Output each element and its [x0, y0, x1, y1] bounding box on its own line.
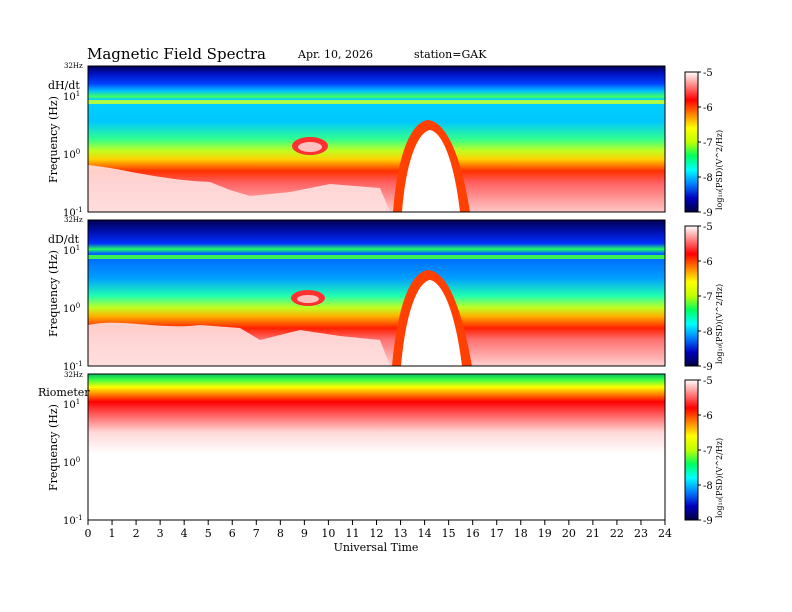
ytick-dddt-0.1: 10-1	[63, 360, 83, 373]
colorbars: -5-6-7-8-9log₁₀(PSD)(V^2/Hz)-5-6-7-8-9lo…	[684, 68, 724, 527]
xtick-label-2: 2	[133, 527, 140, 540]
spectrogram-features-dddt	[88, 255, 665, 366]
xtick-label-20: 20	[562, 527, 576, 540]
spectrogram-riometer	[88, 374, 665, 520]
ymax-label-dddt: 32Hz	[64, 216, 83, 224]
ylabel-dhdt: Frequency (Hz)	[47, 96, 60, 183]
ylabel-riometer: Frequency (Hz)	[47, 404, 60, 491]
xtick-label-7: 7	[253, 527, 260, 540]
ymax-label-riometer: 32Hz	[64, 371, 83, 379]
xaxis-label: Universal Time	[334, 541, 419, 554]
cbar-tick-label: -6	[703, 257, 713, 268]
xtick-label-0: 0	[85, 527, 92, 540]
xtick-label-4: 4	[181, 527, 188, 540]
xtick-label-13: 13	[394, 527, 408, 540]
colorbar-label-3: log₁₀(PSD)(V^2/Hz)	[715, 438, 724, 518]
colorbar-label-2: log₁₀(PSD)(V^2/Hz)	[715, 284, 724, 364]
panel-name-riometer: Riometer	[38, 386, 90, 399]
cbar-tick-label: -9	[703, 516, 713, 527]
figure-title: Magnetic Field Spectra	[87, 45, 266, 63]
ylabel-dddt: Frequency (Hz)	[47, 250, 60, 337]
xtick-label-5: 5	[205, 527, 212, 540]
date-label: Apr. 10, 2026	[297, 48, 373, 61]
cbar-tick-label: -5	[703, 376, 713, 387]
ytick-dhdt-0.1: 10-1	[63, 206, 83, 219]
cbar-tick-label: -6	[703, 411, 713, 422]
station-label: station=GAK	[414, 48, 487, 61]
colorbar-strip-1	[684, 71, 699, 213]
xtick-label-23: 23	[634, 527, 648, 540]
xtick-label-16: 16	[466, 527, 480, 540]
panel-name-dhdt: dH/dt	[48, 79, 80, 92]
xtick-label-9: 9	[301, 527, 308, 540]
cbar-tick-label: -8	[703, 173, 713, 184]
xtick-label-21: 21	[586, 527, 600, 540]
cbar-tick-label: -7	[703, 292, 713, 303]
frame-dhdt	[87, 65, 666, 213]
ytick-dddt-10: 101	[63, 244, 80, 257]
xtick-label-8: 8	[277, 527, 284, 540]
xtick-label-1: 1	[109, 527, 116, 540]
cbar-tick-label: -7	[703, 446, 713, 457]
colorbar-strip-3	[684, 379, 699, 521]
panel-name-dddt: dD/dt	[48, 233, 80, 246]
cbar-tick-label: -5	[703, 222, 713, 233]
cbar-tick-label: -7	[703, 138, 713, 149]
x-axis: 0 1 2 3 4 5 6 7 8 9 10 11 12 13 14 15 16 17 18 19 20 21 22 23 24	[85, 520, 672, 540]
xtick-label-22: 22	[610, 527, 624, 540]
yticks-riometer: 101 100 10-1	[63, 398, 83, 527]
panel-riometer: Riometer 32Hz Frequency (Hz) 101 100 10-…	[38, 371, 666, 527]
xtick-label-14: 14	[418, 527, 432, 540]
cbar-tick-label: -9	[703, 362, 713, 373]
xtick-label-15: 15	[442, 527, 456, 540]
ytick-dhdt-1: 100	[63, 148, 80, 161]
cbar-tick-label: -8	[703, 327, 713, 338]
ytick-riometer-10: 101	[63, 398, 80, 411]
cbar-tick-label: -8	[703, 481, 713, 492]
ytick-riometer-0.1: 10-1	[63, 514, 83, 527]
xtick-label-6: 6	[229, 527, 236, 540]
ymax-label-dhdt: 32Hz	[64, 62, 83, 70]
xtick-label-3: 3	[157, 527, 164, 540]
spectrogram-features-dhdt	[88, 100, 665, 212]
xtick-label-17: 17	[490, 527, 504, 540]
yticks-dhdt: 101 100 10-1	[63, 90, 83, 219]
cbar-tick-label: -9	[703, 208, 713, 219]
panel-dddt: dD/dt 32Hz Frequency (Hz) 101 100 10-1	[47, 216, 666, 373]
xtick-label-10: 10	[321, 527, 335, 540]
colorbar-strip-2	[684, 225, 699, 367]
panel-dhdt: dH/dt 32Hz Frequency (Hz) 101 100 10-1	[47, 62, 666, 219]
cbar-tick-label: -5	[703, 68, 713, 79]
xtick-label-19: 19	[538, 527, 552, 540]
xtick-label-24: 24	[658, 527, 672, 540]
colorbar-label-1: log₁₀(PSD)(V^2/Hz)	[715, 130, 724, 210]
ytick-dhdt-10: 101	[63, 90, 80, 103]
ytick-riometer-1: 100	[63, 456, 80, 469]
cbar-tick-label: -6	[703, 103, 713, 114]
ytick-dddt-1: 100	[63, 302, 80, 315]
yticks-dddt: 101 100 10-1	[63, 244, 83, 373]
xtick-label-18: 18	[514, 527, 528, 540]
xtick-label-11: 11	[345, 527, 359, 540]
xtick-label-12: 12	[370, 527, 384, 540]
frame-dddt	[87, 219, 666, 367]
